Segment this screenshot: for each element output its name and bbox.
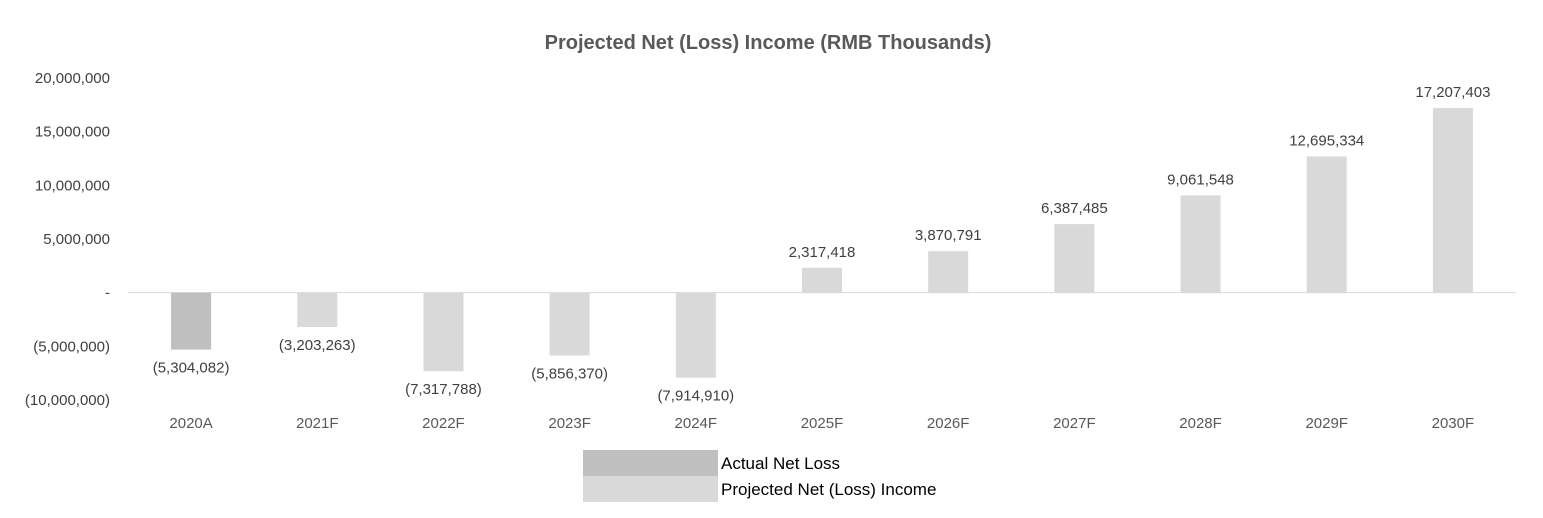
legend-label: Projected Net (Loss) Income	[721, 480, 936, 499]
data-label: 12,695,334	[1289, 132, 1364, 149]
bar	[1180, 195, 1221, 293]
y-tick-label: 5,000,000	[43, 231, 110, 248]
data-label: (7,317,788)	[405, 381, 482, 398]
x-tick-label: 2027F	[1053, 415, 1096, 432]
x-tick-label: 2020A	[169, 415, 212, 432]
data-label: 9,061,548	[1167, 171, 1234, 188]
bars-group	[171, 107, 1473, 378]
bar	[549, 292, 590, 356]
data-label: 3,870,791	[915, 227, 982, 244]
x-tick-label: 2028F	[1179, 415, 1222, 432]
data-labels-group: (5,304,082) (3,203,263) (7,317,788) (5,856,…	[153, 84, 1491, 405]
bar	[423, 292, 464, 372]
legend-swatch	[583, 450, 718, 476]
x-tick-label: 2021F	[296, 415, 339, 432]
bar	[802, 267, 842, 293]
x-tick-label: 2025F	[801, 415, 844, 432]
x-tick-label: 2026F	[927, 415, 970, 432]
data-label: (7,914,910)	[657, 388, 734, 405]
bar	[1306, 156, 1347, 293]
bar	[928, 251, 969, 293]
y-tick-label: (5,000,000)	[33, 338, 110, 355]
data-label: (5,856,370)	[531, 366, 608, 383]
x-axis: 2020A 2021F 2022F 2023F 2024F 2025F 2026F 2027F…	[169, 415, 1474, 432]
y-axis: 20,000,000 15,000,000 10,000,000 5,000,000 -…	[25, 70, 110, 409]
x-tick-label: 2024F	[675, 415, 718, 432]
legend-label: Actual Net Loss	[721, 454, 840, 473]
x-tick-label: 2022F	[422, 415, 465, 432]
x-tick-label: 2023F	[548, 415, 591, 432]
bar	[675, 292, 716, 378]
y-tick-label: -	[105, 285, 110, 302]
legend: Actual Net Loss Projected Net (Loss) Inco…	[583, 450, 936, 502]
legend-swatch	[583, 476, 718, 502]
y-tick-label: 10,000,000	[35, 177, 110, 194]
y-tick-label: 20,000,000	[35, 70, 110, 87]
chart-title: Projected Net (Loss) Income (RMB Thousan…	[545, 32, 992, 54]
y-tick-label: 15,000,000	[35, 124, 110, 141]
bar	[171, 292, 212, 350]
bar	[1054, 224, 1095, 293]
x-tick-label: 2030F	[1432, 415, 1475, 432]
bar	[297, 292, 338, 328]
bar	[1432, 107, 1473, 293]
data-label: 2,317,418	[789, 244, 856, 261]
x-tick-label: 2029F	[1305, 415, 1348, 432]
data-label: 6,387,485	[1041, 200, 1108, 217]
data-label: (3,203,263)	[279, 337, 356, 354]
y-tick-label: (10,000,000)	[25, 392, 110, 409]
data-label: 17,207,403	[1415, 84, 1490, 101]
data-label: (5,304,082)	[153, 360, 230, 377]
